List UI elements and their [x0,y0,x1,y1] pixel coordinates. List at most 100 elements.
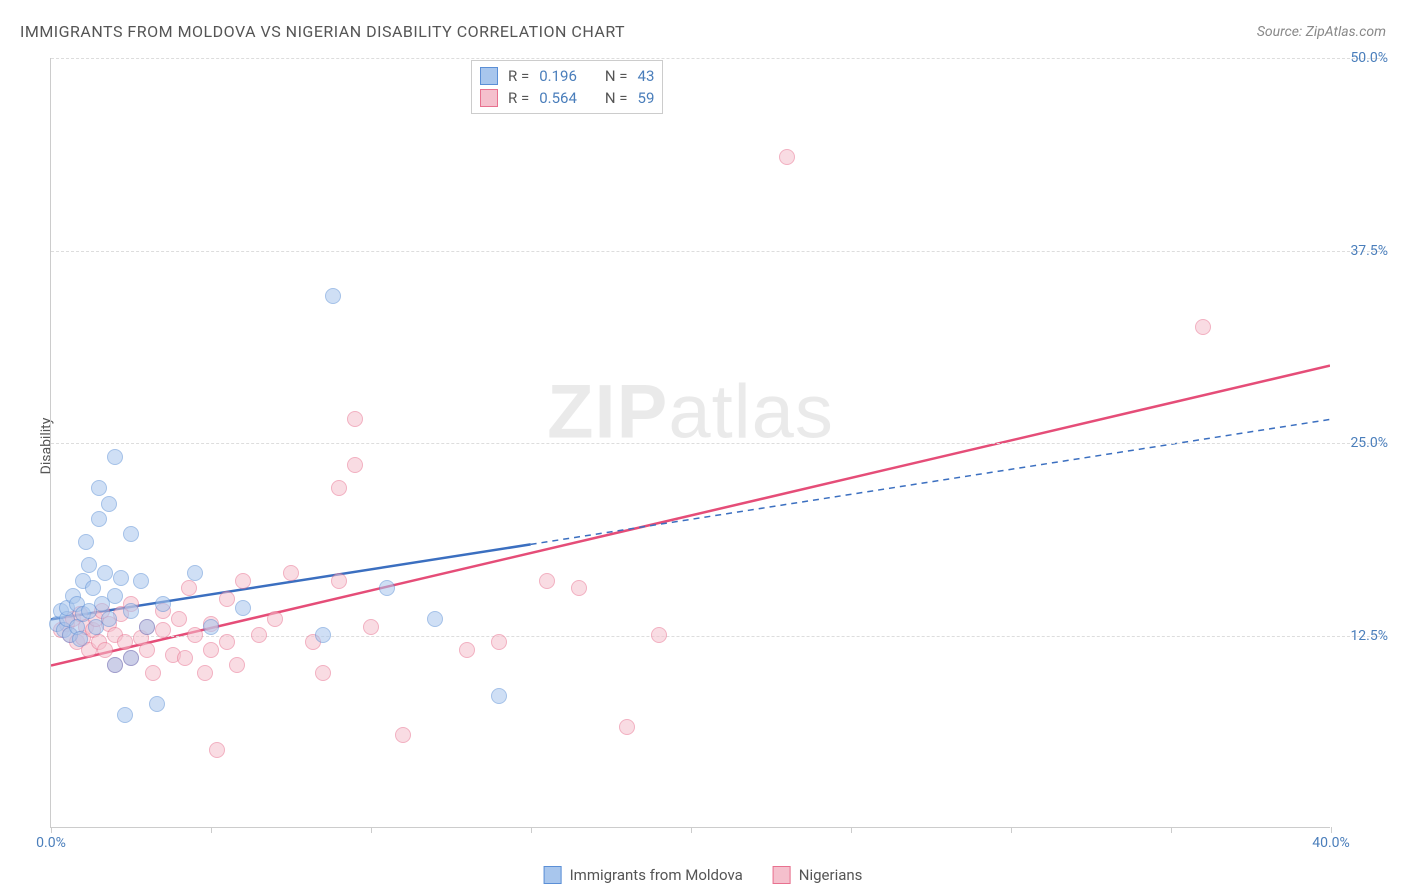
point-moldova [427,611,443,627]
x-tick-mark [1331,827,1332,833]
legend-item-moldova: Immigrants from Moldova [544,866,743,884]
y-tick-label: 12.5% [1338,628,1388,644]
point-moldova [81,557,97,573]
point-nigerians [181,580,197,596]
x-tick-mark [531,827,532,833]
point-moldova [97,565,113,581]
point-moldova [315,627,331,643]
point-nigerians [283,565,299,581]
r-value-nigerians: 0.564 [539,89,577,107]
point-nigerians [491,634,507,650]
point-nigerians [203,642,219,658]
point-nigerians [139,642,155,658]
point-moldova [123,603,139,619]
point-moldova [235,600,251,616]
point-moldova [149,696,165,712]
gridline-h [51,251,1380,252]
point-moldova [155,596,171,612]
point-nigerians [197,665,213,681]
point-moldova [107,657,123,673]
point-nigerians [571,580,587,596]
point-nigerians [347,411,363,427]
plot-area: ZIPatlas R = 0.196 N = 43 R = 0.564 N = … [50,58,1330,828]
x-tick-mark [51,827,52,833]
point-moldova [91,480,107,496]
point-nigerians [363,619,379,635]
point-nigerians [97,642,113,658]
point-nigerians [177,650,193,666]
chart-title: IMMIGRANTS FROM MOLDOVA VS NIGERIAN DISA… [20,22,625,41]
swatch-moldova [480,67,498,85]
x-tick-label: 40.0% [1312,835,1350,851]
point-nigerians [267,611,283,627]
point-nigerians [155,622,171,638]
point-nigerians [651,627,667,643]
point-nigerians [459,642,475,658]
point-moldova [123,526,139,542]
y-tick-label: 37.5% [1338,243,1388,259]
swatch-nigerians-bottom [773,866,791,884]
point-nigerians [219,591,235,607]
point-moldova [325,288,341,304]
title-bar: IMMIGRANTS FROM MOLDOVA VS NIGERIAN DISA… [20,22,1386,41]
legend-label-moldova: Immigrants from Moldova [570,866,743,884]
point-nigerians [117,634,133,650]
legend-stats-row-nigerians: R = 0.564 N = 59 [480,87,654,109]
gridline-h [51,58,1380,59]
trend-line [51,366,1330,666]
point-moldova [187,565,203,581]
x-tick-label: 0.0% [36,835,66,851]
legend-item-nigerians: Nigerians [773,866,863,884]
point-nigerians [347,457,363,473]
x-tick-mark [851,827,852,833]
point-nigerians [779,149,795,165]
legend-label-nigerians: Nigerians [799,866,863,884]
swatch-nigerians [480,89,498,107]
point-moldova [123,650,139,666]
x-tick-mark [211,827,212,833]
source-label: Source: ZipAtlas.com [1257,24,1386,40]
point-nigerians [1195,319,1211,335]
gridline-h [51,443,1380,444]
point-nigerians [171,611,187,627]
point-nigerians [251,627,267,643]
point-moldova [491,688,507,704]
point-moldova [117,707,133,723]
y-tick-label: 25.0% [1338,435,1388,451]
point-nigerians [331,573,347,589]
x-tick-mark [1171,827,1172,833]
point-moldova [101,611,117,627]
n-value-nigerians: 59 [638,89,655,107]
point-nigerians [187,627,203,643]
point-nigerians [235,573,251,589]
r-value-moldova: 0.196 [539,67,577,85]
x-tick-mark [691,827,692,833]
point-nigerians [539,573,555,589]
legend-stats-row-moldova: R = 0.196 N = 43 [480,65,654,87]
x-tick-mark [371,827,372,833]
point-moldova [139,619,155,635]
point-moldova [113,570,129,586]
point-nigerians [145,665,161,681]
point-nigerians [229,657,245,673]
point-moldova [107,588,123,604]
point-moldova [379,580,395,596]
point-moldova [78,534,94,550]
point-moldova [133,573,149,589]
y-tick-label: 50.0% [1338,50,1388,66]
point-moldova [107,449,123,465]
point-moldova [72,631,88,647]
legend-stats: R = 0.196 N = 43 R = 0.564 N = 59 [471,60,663,114]
point-nigerians [219,634,235,650]
swatch-moldova-bottom [544,866,562,884]
n-value-moldova: 43 [638,67,655,85]
point-nigerians [619,719,635,735]
point-nigerians [315,665,331,681]
point-moldova [85,580,101,596]
point-moldova [91,511,107,527]
trend-line [531,419,1330,544]
point-nigerians [395,727,411,743]
point-nigerians [209,742,225,758]
point-nigerians [331,480,347,496]
point-moldova [203,619,219,635]
